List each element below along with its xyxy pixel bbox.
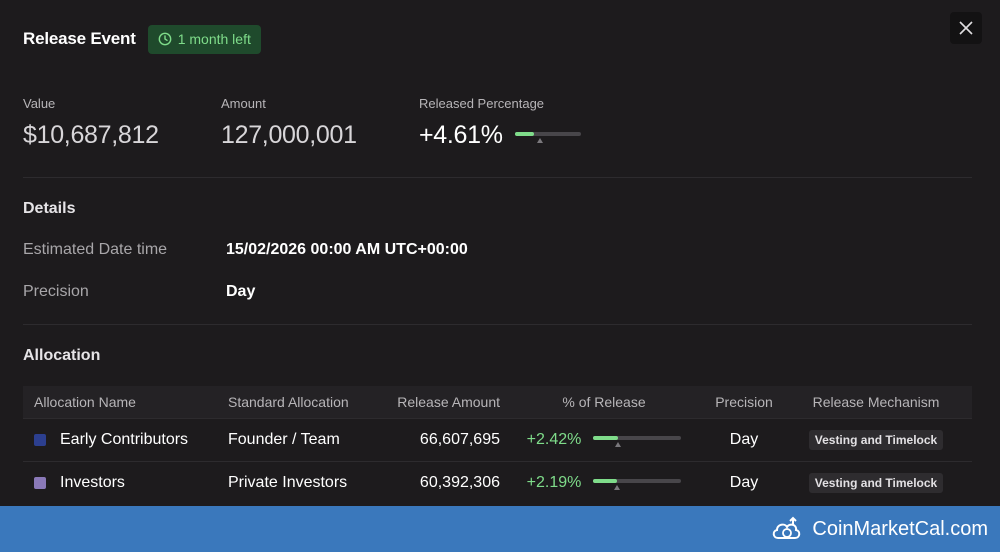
stat-value: Value $10,687,812 <box>23 96 159 150</box>
standard-allocation: Founder / Team <box>228 431 340 448</box>
divider <box>23 324 972 325</box>
progress-track <box>593 479 682 483</box>
released-value: +4.61% <box>419 121 503 149</box>
mechanism-tag: Vesting and Timelock <box>808 430 944 450</box>
allocation-table: Allocation Name Standard Allocation Rele… <box>23 386 972 504</box>
release-progress-bar <box>593 433 682 447</box>
progress-fill <box>593 436 618 440</box>
modal-header: Release Event 1 month left <box>23 24 261 54</box>
column-header: % of Release <box>562 394 646 410</box>
progress-marker <box>537 137 544 143</box>
time-left-badge: 1 month left <box>147 24 261 54</box>
footer-bar: CoinMarketCal.com <box>0 506 1000 552</box>
close-icon <box>959 21 973 35</box>
brand-text: CoinMarketCal.com <box>812 517 988 540</box>
release-amount: 60,392,306 <box>419 474 500 491</box>
amount-label: Amount <box>221 96 266 111</box>
release-progress-bar <box>593 476 682 490</box>
column-header: Precision <box>715 394 773 410</box>
color-swatch <box>34 434 46 446</box>
clock-icon <box>158 32 172 46</box>
column-header: Release Amount <box>397 394 500 410</box>
footer-brand[interactable]: CoinMarketCal.com <box>770 514 988 544</box>
details-title: Details <box>23 200 76 217</box>
stat-amount: Amount 127,000,001 <box>221 96 357 150</box>
close-button[interactable] <box>950 12 982 44</box>
precision-value: Day <box>226 283 256 300</box>
released-label: Released Percentage <box>419 96 545 111</box>
value-amount: $10,687,812 <box>23 121 159 149</box>
progress-marker <box>614 442 621 447</box>
released-progress-bar <box>514 129 581 143</box>
column-header: Release Mechanism <box>812 394 940 410</box>
precision-label: Precision <box>23 283 89 300</box>
date-value: 15/02/2026 00:00 AM UTC+00:00 <box>226 241 468 258</box>
progress-fill <box>593 479 618 483</box>
color-swatch <box>34 477 46 489</box>
allocation-name: Early Contributors <box>60 431 189 448</box>
row-precision: Day <box>729 474 759 491</box>
progress-track <box>514 131 581 136</box>
progress-marker <box>614 485 621 490</box>
value-label: Value <box>23 96 56 111</box>
modal-title: Release Event <box>23 29 136 48</box>
allocation-name: Investors <box>60 474 125 491</box>
release-percent: +2.19% <box>526 474 582 491</box>
amount-value: 127,000,001 <box>221 121 357 149</box>
release-percent: +2.42% <box>526 431 582 448</box>
table-row[interactable]: Early Contributors Founder / Team 66,607… <box>23 418 972 461</box>
progress-track <box>593 436 682 440</box>
column-header: Standard Allocation <box>228 394 349 410</box>
row-precision: Day <box>729 431 759 448</box>
coin-cloud-logo-icon <box>773 516 801 539</box>
allocation-title: Allocation <box>23 347 101 364</box>
table-row[interactable]: Investors Private Investors 60,392,306 +… <box>23 461 972 504</box>
column-header: Allocation Name <box>34 394 136 410</box>
standard-allocation: Private Investors <box>228 474 348 491</box>
table-header: Allocation Name Standard Allocation Rele… <box>23 386 972 418</box>
release-amount: 66,607,695 <box>419 431 500 448</box>
stat-released: Released Percentage +4.61% <box>419 96 581 150</box>
date-label: Estimated Date time <box>23 241 168 258</box>
progress-fill <box>514 131 535 136</box>
mechanism-tag: Vesting and Timelock <box>808 473 944 493</box>
time-left-text: 1 month left <box>177 31 251 47</box>
divider <box>23 177 972 178</box>
